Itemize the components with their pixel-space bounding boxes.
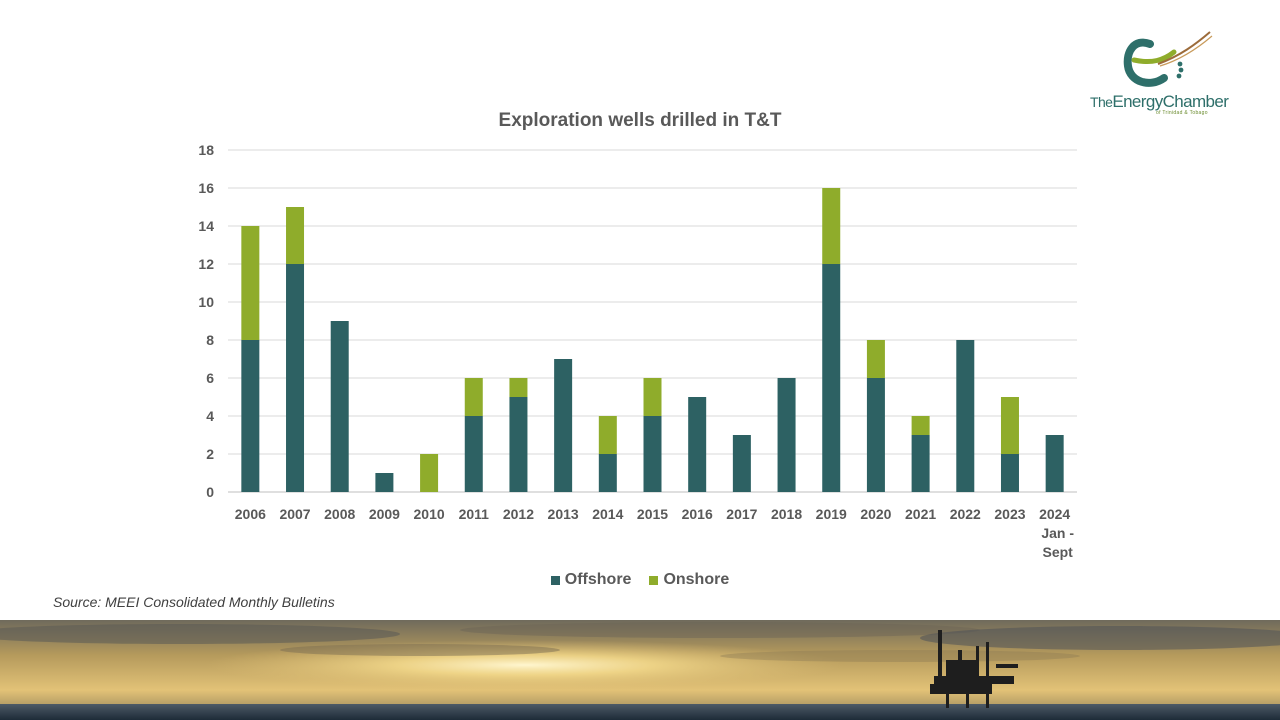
legend-swatch-onshore [649,575,659,585]
chart-title: Exploration wells drilled in T&T [498,110,782,131]
bar-offshore-10 [688,397,707,492]
x-tick-label-6: 2012 [503,506,534,522]
y-tick-label-12: 12 [198,256,214,272]
bar-onshore-4 [420,454,439,492]
bar-offshore-9 [643,416,662,492]
bar-onshore-8 [598,416,617,454]
x-tick-label-18: 2024 Jan -Sept [1039,506,1074,560]
stacked-bar-chart: 0 2 4 6 8 10 12 14 16 18 2006 2007 2008 2009 2010 2011 2… [198,142,1077,560]
bar-offshore-16 [956,340,975,492]
logo-mark-icon [1123,31,1213,87]
legend-label-offshore: Offshore [564,571,632,588]
bar-offshore-3 [375,473,394,492]
legend-label-onshore: Onshore [663,571,730,588]
x-tick-label-15: 2021 [905,506,936,522]
bar-offshore-11 [732,435,751,492]
x-tick-label-0: 2006 [235,506,266,522]
x-tick-label-7: 2013 [548,506,579,522]
y-tick-label-2: 2 [206,446,214,462]
x-tick-label-1: 2007 [279,506,310,522]
x-tick-label-11: 2017 [726,506,757,522]
y-tick-label-16: 16 [198,180,214,196]
x-tick-label-13: 2019 [816,506,847,522]
x-tick-label-5: 2011 [459,506,490,522]
y-tick-label-0: 0 [206,484,214,500]
bar-offshore-2 [330,321,349,492]
x-tick-label-14: 2020 [860,506,891,522]
x-tick-label-10: 2016 [682,506,713,522]
bar-offshore-5 [464,416,483,492]
logo-text: TheEnergyChamber [1090,92,1229,111]
bar-onshore-13 [822,188,841,264]
bar-onshore-1 [286,207,305,264]
legend-item-onshore: Onshore [649,571,729,589]
bar-onshore-0 [241,226,260,340]
legend-item-offshore: Offshore [550,571,632,589]
sunset-offshore-rig-banner [0,620,1280,720]
bar-offshore-12 [777,378,796,492]
chart-legend: Offshore Onshore [0,571,1280,589]
bar-onshore-5 [464,378,483,416]
bar-offshore-0 [241,340,260,492]
bar-offshore-15 [911,435,930,492]
x-tick-label-3: 2009 [369,506,400,522]
legend-swatch-offshore [550,575,560,585]
oil-rig-icon [930,630,1018,708]
bar-onshore-9 [643,378,662,416]
bar-onshore-17 [1000,397,1019,454]
y-tick-label-6: 6 [206,370,214,386]
bar-offshore-6 [509,397,528,492]
x-tick-label-2: 2008 [324,506,355,522]
x-tick-label-17: 2023 [994,506,1025,522]
x-tick-label-9: 2015 [637,506,668,522]
y-tick-label-14: 14 [198,218,214,234]
y-tick-label-18: 18 [198,142,214,158]
x-tick-label-12: 2018 [771,506,802,522]
bar-offshore-1 [286,264,305,492]
bar-onshore-14 [866,340,885,378]
bar-offshore-18 [1045,435,1064,492]
x-tick-label-16: 2022 [950,506,981,522]
x-tick-label-8: 2014 [592,506,623,522]
bar-onshore-15 [911,416,930,435]
y-tick-label-4: 4 [206,408,214,424]
energy-chamber-logo: TheEnergyChamber of Trinidad & Tobago [1088,30,1229,120]
bar-offshore-13 [822,264,841,492]
bar-offshore-8 [598,454,617,492]
y-tick-label-10: 10 [198,294,214,310]
logo-subtitle: of Trinidad & Tobago [1156,110,1208,116]
source-note: Source: MEEI Consolidated Monthly Bullet… [53,594,335,610]
x-tick-label-4: 2010 [414,506,445,522]
y-tick-label-8: 8 [206,332,214,348]
bar-onshore-6 [509,378,528,397]
bar-offshore-14 [866,378,885,492]
bar-offshore-17 [1000,454,1019,492]
banner-image [0,620,1280,720]
bar-offshore-7 [554,359,573,492]
